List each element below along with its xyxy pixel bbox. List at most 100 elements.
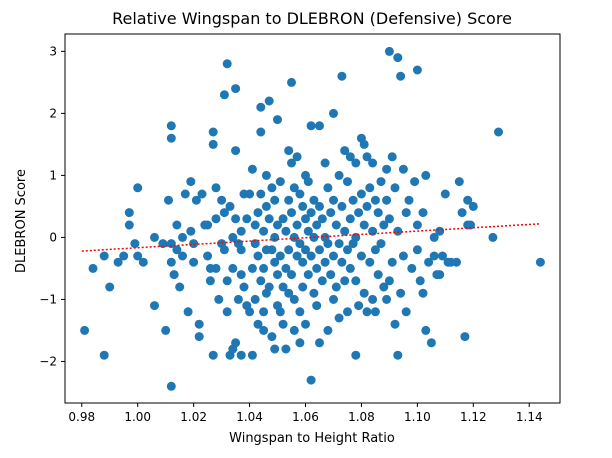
data-point bbox=[312, 263, 322, 273]
data-point bbox=[295, 307, 305, 317]
data-point bbox=[393, 350, 403, 360]
data-point bbox=[231, 146, 241, 156]
data-point bbox=[368, 158, 378, 168]
data-point bbox=[259, 325, 269, 335]
data-point bbox=[396, 71, 406, 81]
data-point bbox=[222, 276, 232, 286]
data-point bbox=[273, 220, 282, 230]
data-point bbox=[387, 257, 397, 267]
data-point bbox=[463, 195, 473, 205]
data-point bbox=[270, 257, 280, 267]
data-point bbox=[295, 189, 305, 199]
data-point bbox=[337, 201, 347, 211]
data-point bbox=[133, 183, 143, 193]
data-point bbox=[306, 375, 316, 385]
data-point bbox=[236, 270, 246, 280]
points-layer bbox=[80, 46, 545, 391]
data-point bbox=[362, 152, 372, 162]
data-point bbox=[219, 245, 229, 255]
data-point bbox=[256, 102, 266, 112]
data-point bbox=[231, 214, 241, 224]
data-point bbox=[278, 319, 288, 329]
data-point bbox=[289, 294, 299, 304]
data-point bbox=[424, 257, 434, 267]
data-point bbox=[278, 214, 288, 224]
data-point bbox=[275, 251, 285, 261]
data-point bbox=[326, 270, 336, 280]
data-point bbox=[345, 214, 355, 224]
data-point bbox=[393, 226, 403, 236]
data-point bbox=[362, 307, 372, 317]
data-point bbox=[376, 177, 386, 187]
data-point bbox=[208, 127, 218, 137]
x-tick-label: 1.10 bbox=[404, 410, 431, 424]
data-point bbox=[208, 350, 218, 360]
data-point bbox=[191, 195, 201, 205]
data-point bbox=[303, 226, 313, 236]
data-point bbox=[351, 276, 361, 286]
data-point bbox=[354, 301, 364, 311]
data-point bbox=[331, 282, 341, 292]
data-point bbox=[261, 201, 271, 211]
data-point bbox=[270, 344, 280, 354]
data-point bbox=[256, 189, 266, 199]
data-point bbox=[189, 257, 199, 267]
y-tick-label: 3 bbox=[49, 44, 57, 58]
data-point bbox=[535, 257, 545, 267]
data-point bbox=[345, 152, 355, 162]
data-point bbox=[242, 214, 252, 224]
data-point bbox=[370, 245, 380, 255]
y-axis-label: DLEBRON Score bbox=[14, 169, 29, 273]
data-point bbox=[379, 282, 389, 292]
data-point bbox=[105, 282, 115, 292]
data-point bbox=[250, 294, 260, 304]
data-point bbox=[343, 245, 352, 255]
data-point bbox=[245, 307, 255, 317]
data-point bbox=[222, 307, 232, 317]
data-point bbox=[329, 195, 338, 205]
data-point bbox=[261, 170, 271, 180]
data-point bbox=[317, 276, 327, 286]
data-point bbox=[80, 325, 90, 335]
data-point bbox=[113, 257, 123, 267]
data-point bbox=[306, 121, 316, 131]
plot-frame bbox=[64, 33, 561, 404]
data-point bbox=[340, 146, 350, 156]
data-point bbox=[382, 164, 392, 174]
data-point bbox=[382, 195, 392, 205]
data-point bbox=[334, 170, 344, 180]
data-point bbox=[236, 226, 246, 236]
data-point bbox=[287, 270, 296, 280]
data-point bbox=[267, 332, 277, 342]
data-point bbox=[329, 294, 338, 304]
data-point bbox=[410, 177, 420, 187]
data-point bbox=[334, 239, 344, 249]
data-point bbox=[454, 177, 464, 187]
data-point bbox=[351, 350, 361, 360]
data-point bbox=[426, 338, 436, 348]
data-point bbox=[418, 208, 428, 218]
data-point bbox=[438, 251, 447, 261]
data-point bbox=[315, 121, 324, 131]
data-point bbox=[239, 282, 249, 292]
data-point bbox=[247, 350, 257, 360]
data-point bbox=[287, 158, 296, 168]
data-point bbox=[412, 245, 422, 255]
data-point bbox=[284, 195, 294, 205]
data-point bbox=[382, 294, 392, 304]
data-point bbox=[247, 263, 257, 273]
data-point bbox=[340, 226, 350, 236]
data-point bbox=[298, 282, 308, 292]
data-point bbox=[370, 195, 380, 205]
x-tick-label: 1.00 bbox=[124, 410, 151, 424]
data-point bbox=[180, 189, 190, 199]
data-point bbox=[329, 251, 338, 261]
x-tick-label: 1.12 bbox=[460, 410, 487, 424]
data-point bbox=[281, 226, 291, 236]
data-point bbox=[301, 319, 310, 329]
data-point bbox=[253, 208, 263, 218]
data-point bbox=[351, 158, 361, 168]
data-point bbox=[373, 208, 383, 218]
data-point bbox=[236, 245, 246, 255]
data-point bbox=[298, 201, 308, 211]
